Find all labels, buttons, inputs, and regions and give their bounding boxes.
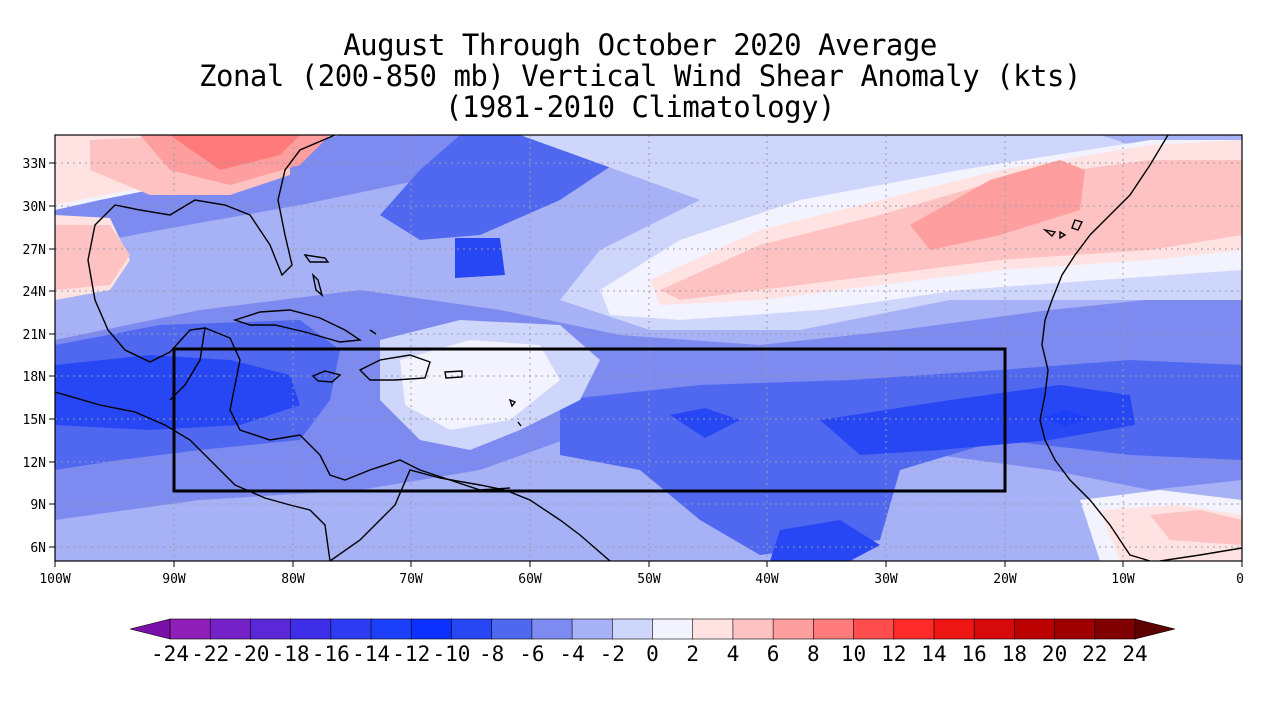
lon-label: 50W (637, 572, 661, 587)
axis-ticks (49, 162, 1243, 567)
lat-label: 15N (23, 413, 46, 428)
colorbar-swatch (652, 618, 694, 640)
colorbar-swatch (370, 618, 413, 640)
lon-label: 40W (755, 572, 779, 587)
lat-label: 21N (23, 328, 46, 343)
colorbar-label: -4 (559, 642, 584, 666)
colorbar-swatch (250, 618, 292, 640)
colorbar-label: -20 (231, 642, 269, 666)
field-band-4-gulf (55, 225, 130, 290)
colorbar-label: 8 (807, 642, 820, 666)
colorbar-swatch (1014, 618, 1056, 640)
colorbar-swatch (973, 618, 1016, 640)
colorbar-swatch (853, 618, 895, 640)
field-band-6-east (910, 160, 1085, 250)
lon-label: 60W (518, 572, 542, 587)
lat-label: 6N (30, 541, 46, 556)
colorbar-label: 4 (727, 642, 740, 666)
lon-label: 30W (874, 572, 898, 587)
colorbar-label: 24 (1122, 642, 1147, 666)
colorbar-label: -14 (352, 642, 390, 666)
colorbar-swatch (571, 618, 614, 640)
colorbar-swatch (1094, 618, 1136, 640)
lon-label: 80W (281, 572, 305, 587)
colorbar-label: -2 (600, 642, 625, 666)
colorbar-label: 18 (1002, 642, 1027, 666)
lon-label: 0 (1236, 572, 1244, 587)
lat-label: 33N (23, 157, 46, 172)
colorbar-swatch (611, 618, 654, 640)
colorbar-label: 6 (767, 642, 780, 666)
colorbar-label: -16 (312, 642, 350, 666)
colorbar-swatch (813, 618, 855, 640)
field-band-minus-12-cell-north (455, 238, 505, 278)
colorbar-swatch (732, 618, 774, 640)
main-development-region-box (172, 347, 1007, 493)
lon-label: 90W (162, 572, 186, 587)
lat-label: 12N (23, 456, 46, 471)
colorbar-min-arrow (129, 618, 171, 640)
lat-label: 30N (23, 200, 46, 215)
chart-title-line-1: August Through October 2020 Average (343, 28, 937, 62)
coastlines (55, 135, 1242, 561)
colorbar-swatch (491, 618, 533, 640)
colorbar-swatch (893, 618, 935, 640)
colorbar-swatch (531, 618, 573, 640)
colorbar-swatch (692, 618, 734, 640)
colorbar-label: -12 (392, 642, 430, 666)
colorbar-label: 20 (1042, 642, 1067, 666)
longitude-labels: 100W 90W 80W 70W 60W 50W 40W 30W 20W 10W… (39, 572, 1244, 587)
lat-label: 24N (23, 285, 46, 300)
lon-label: 10W (1111, 572, 1135, 587)
colorbar-swatch (410, 618, 453, 640)
field-band-minus-12-central (670, 408, 740, 438)
colorbar-label: -18 (272, 642, 310, 666)
colorbar-label: 0 (646, 642, 659, 666)
shear-anomaly-field (55, 135, 1242, 561)
colorbar-label: 2 (686, 642, 699, 666)
chart-title-line-2: Zonal (200-850 mb) Vertical Wind Shear A… (199, 59, 1081, 93)
colorbar-label: -24 (151, 642, 189, 666)
chart-title-line-3: (1981-2010 Climatology) (444, 90, 836, 124)
colorbar-swatch (330, 618, 372, 640)
lon-label: 70W (399, 572, 423, 587)
lon-label: 100W (39, 572, 70, 587)
field-band-minus-12-south (770, 520, 880, 561)
lat-label: 9N (30, 498, 46, 513)
colorbar-label: -22 (191, 642, 229, 666)
colorbar-label: -10 (432, 642, 470, 666)
lon-label: 20W (993, 572, 1017, 587)
colorbar-max-arrow (1134, 618, 1176, 640)
colorbar-label: -6 (519, 642, 544, 666)
colorbar-swatch (290, 618, 332, 640)
colorbar-label: 10 (841, 642, 866, 666)
field-band-minus-10-north (380, 135, 620, 240)
field-band-4-se (1150, 510, 1242, 545)
lat-label: 18N (23, 370, 46, 385)
colorbar-swatch (772, 618, 815, 640)
colorbar-label: 22 (1082, 642, 1107, 666)
colorbar-label: 14 (921, 642, 946, 666)
colorbar-swatch (933, 618, 975, 640)
colorbar-label: 16 (962, 642, 987, 666)
colorbar-swatch (169, 618, 212, 640)
colorbar-swatch (209, 618, 252, 640)
field-band-zero-caribbean (400, 340, 560, 430)
field-band-minus-14-cell (1040, 410, 1090, 426)
latitude-labels: 33N 30N 27N 24N 21N 18N 15N 12N 9N 6N (23, 157, 46, 556)
colorbar-label: 12 (881, 642, 906, 666)
colorbar-labels: -24 -22 -20 -18 -16 -14 -12 -10 -8 -6 -4 -2 0 2 4 6 8 10 1… (151, 642, 1148, 666)
colorbar-label: -8 (479, 642, 504, 666)
colorbar-swatch (1054, 618, 1096, 640)
field-band-8-nw (170, 135, 300, 170)
colorbar-swatch (451, 618, 493, 640)
lat-label: 27N (23, 243, 46, 258)
colorbar (129, 618, 1176, 640)
field-band-minus-12-east (820, 385, 1135, 455)
